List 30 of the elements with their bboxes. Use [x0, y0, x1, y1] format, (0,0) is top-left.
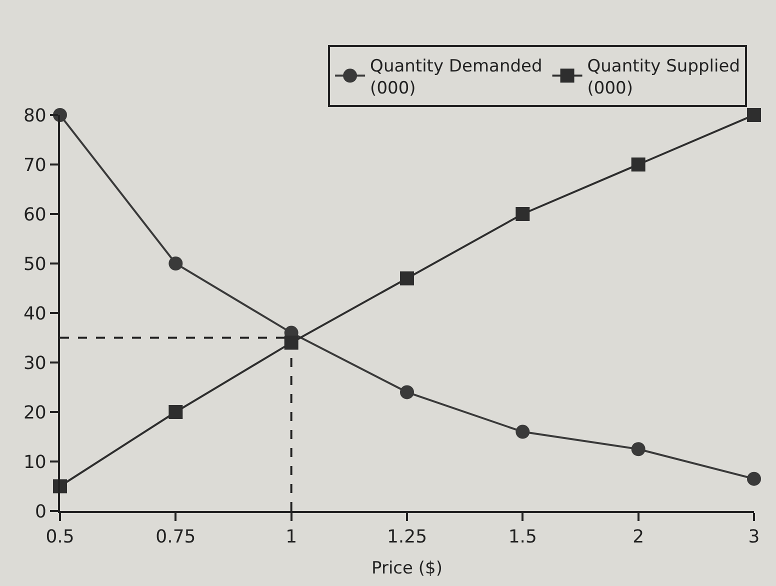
point — [516, 207, 530, 221]
x-axis-title: Price ($) — [372, 558, 442, 578]
y-tick-label: 0 — [34, 501, 46, 522]
y-tick-label: 30 — [23, 352, 46, 374]
legend-label: Quantity Demanded (000) — [370, 56, 542, 98]
y-tick-label: 20 — [23, 402, 46, 424]
y-tick-label: 10 — [23, 452, 46, 473]
point — [516, 424, 530, 439]
x-tick-label: 1.25 — [386, 526, 428, 548]
point — [400, 271, 414, 286]
x-tick-label: 1 — [286, 526, 298, 548]
x-tick-label: 3 — [748, 526, 760, 548]
legend-label: Quantity Supplied (000) — [587, 56, 740, 98]
y-tick-label: 70 — [23, 154, 46, 176]
point — [284, 336, 298, 350]
x-tick-label: 0.75 — [156, 526, 196, 548]
point — [168, 256, 183, 270]
point — [747, 472, 761, 486]
point — [631, 442, 646, 456]
y-tick-label: 40 — [23, 303, 46, 324]
x-tick-label: 1.5 — [508, 526, 537, 548]
point — [400, 385, 414, 400]
point — [631, 158, 646, 172]
x-tick-label: 0.5 — [46, 526, 74, 548]
point — [168, 405, 183, 419]
x-tick-label: 2 — [632, 526, 644, 548]
y-tick-label: 60 — [23, 204, 46, 226]
point — [747, 108, 761, 122]
y-tick-label: 50 — [23, 254, 46, 275]
y-tick-label: 80 — [23, 105, 46, 126]
